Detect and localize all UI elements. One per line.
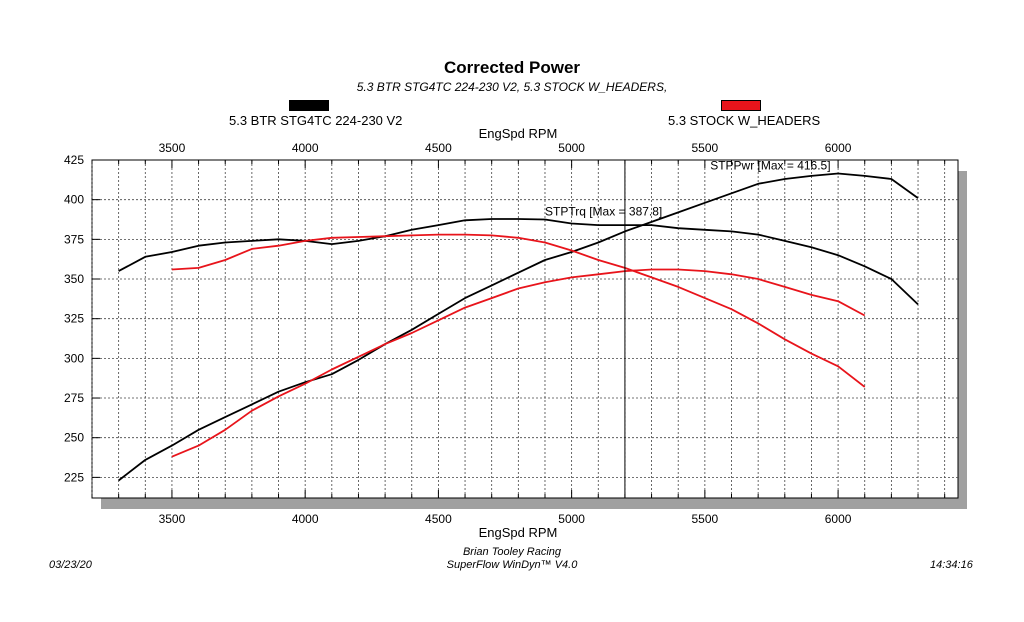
- series-line-engine1-stppwr: [118, 172, 919, 482]
- y-tick-labels: 225 250 275 300 325 350 375 400 425: [64, 153, 84, 484]
- x-tick-label-top: 6000: [825, 141, 852, 155]
- y-tick-label: 225: [64, 470, 84, 484]
- x-tick-label-bottom: 3500: [159, 512, 186, 526]
- footer-software: SuperFlow WinDyn™ V4.0: [446, 559, 578, 571]
- x-axis-label-top: EngSpd RPM: [479, 126, 558, 141]
- legend-label-engine1: 5.3 BTR STG4TC 224-230 V2: [229, 113, 403, 128]
- footer-shop: Brian Tooley Racing: [462, 546, 562, 558]
- x-tick-label-top: 5500: [692, 141, 719, 155]
- y-tick-label: 400: [64, 193, 84, 207]
- legend-label-engine2: 5.3 STOCK W_HEADERS: [668, 113, 821, 128]
- x-tick-label-bottom: 6000: [825, 512, 852, 526]
- annotation-label: STPPwr [Max = 416.5]: [710, 159, 830, 173]
- y-tick-label: 350: [64, 272, 84, 286]
- x-tick-label-top: 4000: [292, 141, 319, 155]
- y-tick-label: 325: [64, 312, 84, 326]
- x-tick-label-bottom: 5000: [558, 512, 585, 526]
- footer-time: 14:34:16: [930, 559, 973, 571]
- x-tick-label-bottom: 4500: [425, 512, 452, 526]
- y-tick-label: 300: [64, 351, 84, 365]
- footer-date: 03/23/20: [49, 559, 92, 571]
- x-axis-label-bottom: EngSpd RPM: [479, 525, 558, 540]
- y-tick-label: 250: [64, 431, 84, 445]
- legend-swatch-engine2: [721, 100, 761, 111]
- y-tick-label: 375: [64, 232, 84, 246]
- x-tick-label-bottom: 5500: [692, 512, 719, 526]
- x-tick-label-top: 4500: [425, 141, 452, 155]
- x-tick-labels-top: 3500 4000 4500 5000 5500 6000: [159, 141, 852, 155]
- y-tick-label: 275: [64, 391, 84, 405]
- legend-swatch-engine1: [289, 100, 329, 111]
- plot-area: [91, 159, 959, 499]
- series-line-engine2-stptrq: [171, 233, 866, 388]
- series-line-engine1-stptrq: [118, 218, 919, 306]
- x-tick-labels-bottom: 3500 4000 4500 5000 5500 6000: [159, 512, 852, 526]
- x-tick-label-top: 5000: [558, 141, 585, 155]
- series-line-engine2-stppwr: [171, 268, 866, 458]
- grid-lines: [91, 160, 958, 498]
- x-tick-label-top: 3500: [159, 141, 186, 155]
- chart-subtitle: 5.3 BTR STG4TC 224-230 V2, 5.3 STOCK W_H…: [356, 80, 668, 94]
- x-tick-label-bottom: 4000: [292, 512, 319, 526]
- annotation-label: STPTrq [Max = 387.8]: [545, 205, 662, 219]
- y-tick-label: 425: [64, 153, 84, 167]
- series-layer: [118, 172, 919, 482]
- chart-title: Corrected Power: [443, 58, 581, 77]
- annotations: STPPwr [Max = 416.5] STPTrq [Max = 387.8]: [545, 159, 831, 219]
